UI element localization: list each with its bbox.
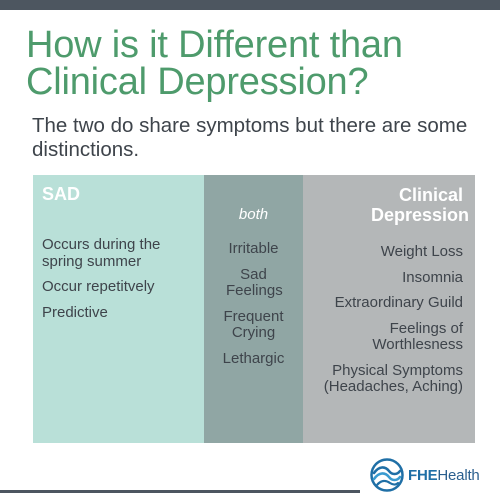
- page-title: How is it Different than Clinical Depres…: [26, 24, 403, 103]
- both-column: both Irritable Sad Feelings Frequent Cry…: [204, 175, 303, 443]
- both-column-header: both: [238, 206, 269, 223]
- list-item: Frequent Crying: [223, 307, 284, 341]
- list-item: Predictive: [42, 303, 108, 321]
- list-item: Irritable: [228, 240, 279, 257]
- bottom-divider-bar: [0, 490, 360, 493]
- list-item: Feelings of Worthlesness: [372, 319, 463, 353]
- list-item: Physical Symptoms (Headaches, Aching): [323, 361, 463, 395]
- logo-brand-text: FHE: [408, 467, 438, 484]
- clinical-symptom-list: Weight Loss Insomnia Extraordinary Guild…: [311, 243, 463, 396]
- list-item: Insomnia: [402, 268, 463, 286]
- logo-wordmark: FHEHealth: [408, 467, 480, 484]
- sad-column: SAD Occurs during the spring summer Occu…: [33, 175, 204, 443]
- list-item: Extraordinary Guild: [334, 294, 463, 311]
- shared-symptom-list: Irritable Sad Feelings Frequent Crying L…: [204, 240, 303, 367]
- list-item: Sad Feelings: [226, 265, 283, 299]
- clinical-depression-column: Clinical Depression Weight Loss Insomnia…: [303, 175, 475, 443]
- list-item: Weight Loss: [380, 243, 463, 260]
- list-item: Occurs during the spring summer: [42, 236, 161, 270]
- logo-suffix-text: Health: [437, 467, 480, 484]
- top-divider-bar: [0, 0, 500, 10]
- clinical-column-header: Clinical Depression: [371, 185, 470, 225]
- list-item: Lethargic: [222, 349, 285, 367]
- sad-symptom-list: Occurs during the spring summer Occur re…: [42, 236, 196, 321]
- sad-column-header: SAD: [42, 184, 81, 204]
- page-subtitle: The two do share symptoms but there are …: [32, 114, 468, 161]
- wave-globe-icon: [370, 458, 404, 492]
- fhe-health-logo: FHEHealth: [370, 458, 495, 494]
- list-item: Occur repetitvely: [42, 278, 155, 295]
